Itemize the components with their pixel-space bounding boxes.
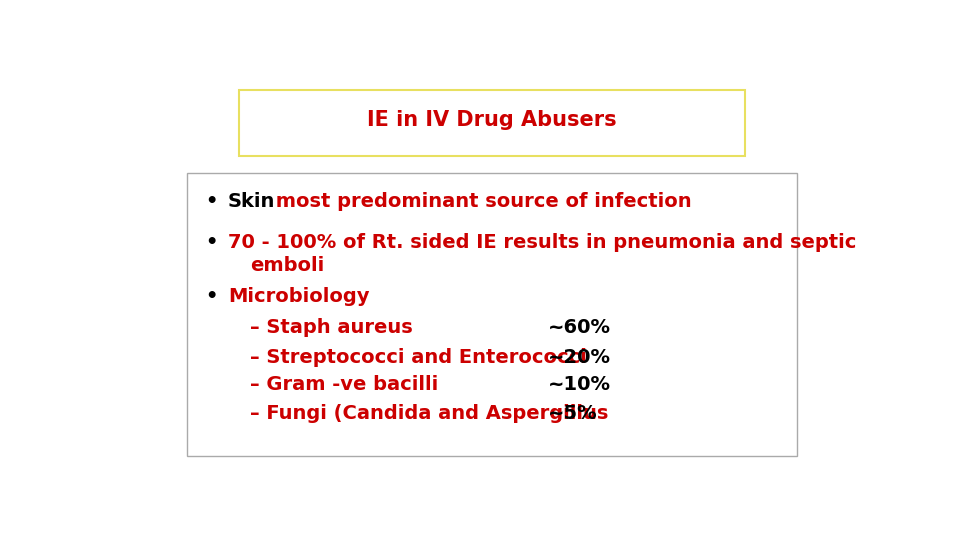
Text: IE in IV Drug Abusers: IE in IV Drug Abusers [367,110,617,130]
FancyBboxPatch shape [239,90,745,156]
Text: ~60%: ~60% [548,319,611,338]
Text: – Fungi (Candida and Aspergillus: – Fungi (Candida and Aspergillus [251,404,609,423]
Text: emboli: emboli [251,256,324,275]
Text: Skin: Skin [228,192,276,211]
Text: Microbiology: Microbiology [228,287,370,306]
Text: ~20%: ~20% [548,348,611,367]
Text: •: • [205,233,218,252]
Text: – Staph aureus: – Staph aureus [251,319,413,338]
Text: ~10%: ~10% [548,375,611,394]
Text: – Gram -ve bacilli: – Gram -ve bacilli [251,375,439,394]
Text: 70 - 100% of Rt. sided IE results in pneumonia and septic: 70 - 100% of Rt. sided IE results in pne… [228,233,856,252]
Text: most predominant source of infection: most predominant source of infection [269,192,691,211]
Text: •: • [205,287,218,306]
Text: – Streptococci and Enterococci: – Streptococci and Enterococci [251,348,588,367]
Text: ~5%: ~5% [548,404,597,423]
FancyBboxPatch shape [187,173,797,456]
Text: •: • [205,192,218,211]
